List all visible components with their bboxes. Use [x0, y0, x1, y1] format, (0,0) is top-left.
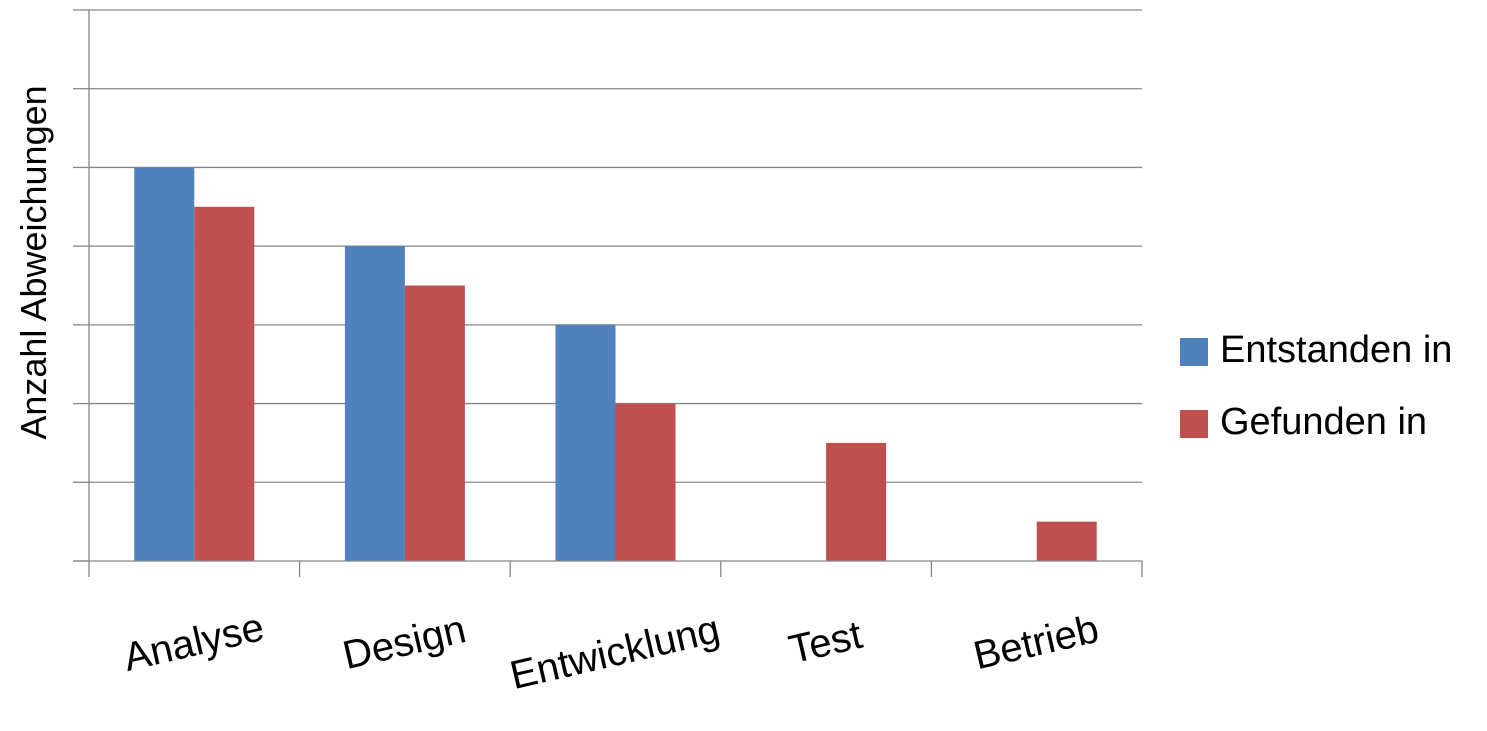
bar-entstanden-in-entwicklung [555, 324, 616, 561]
bar-gefunden-in-design [404, 285, 465, 561]
legend-swatch [1180, 410, 1208, 438]
x-tick-label: Analyse [119, 605, 268, 680]
axes [73, 10, 1143, 577]
bar-entstanden-in-analyse [134, 167, 195, 561]
x-tick-label: Design [339, 607, 470, 678]
bar-gefunden-in-test [826, 442, 887, 561]
x-tick-label: Betrieb [969, 607, 1102, 678]
legend-label: Entstanden in [1220, 329, 1452, 371]
y-axis-title: Anzahl Abweichungen [13, 85, 54, 439]
legend-label: Gefunden in [1220, 401, 1427, 443]
x-tick-labels: Analyse Design Entwicklung Test Betrieb [119, 605, 1102, 698]
bar-gefunden-in-betrieb [1036, 521, 1097, 561]
bar-entstanden-in-design [344, 246, 405, 561]
legend: Entstanden in Gefunden in [1180, 329, 1452, 443]
x-tick-label: Test [785, 613, 866, 672]
bars [134, 167, 1097, 562]
bar-gefunden-in-entwicklung [615, 403, 676, 561]
bar-gefunden-in-analyse [194, 206, 255, 562]
legend-swatch [1180, 338, 1208, 366]
x-tick-label: Entwicklung [506, 607, 724, 698]
